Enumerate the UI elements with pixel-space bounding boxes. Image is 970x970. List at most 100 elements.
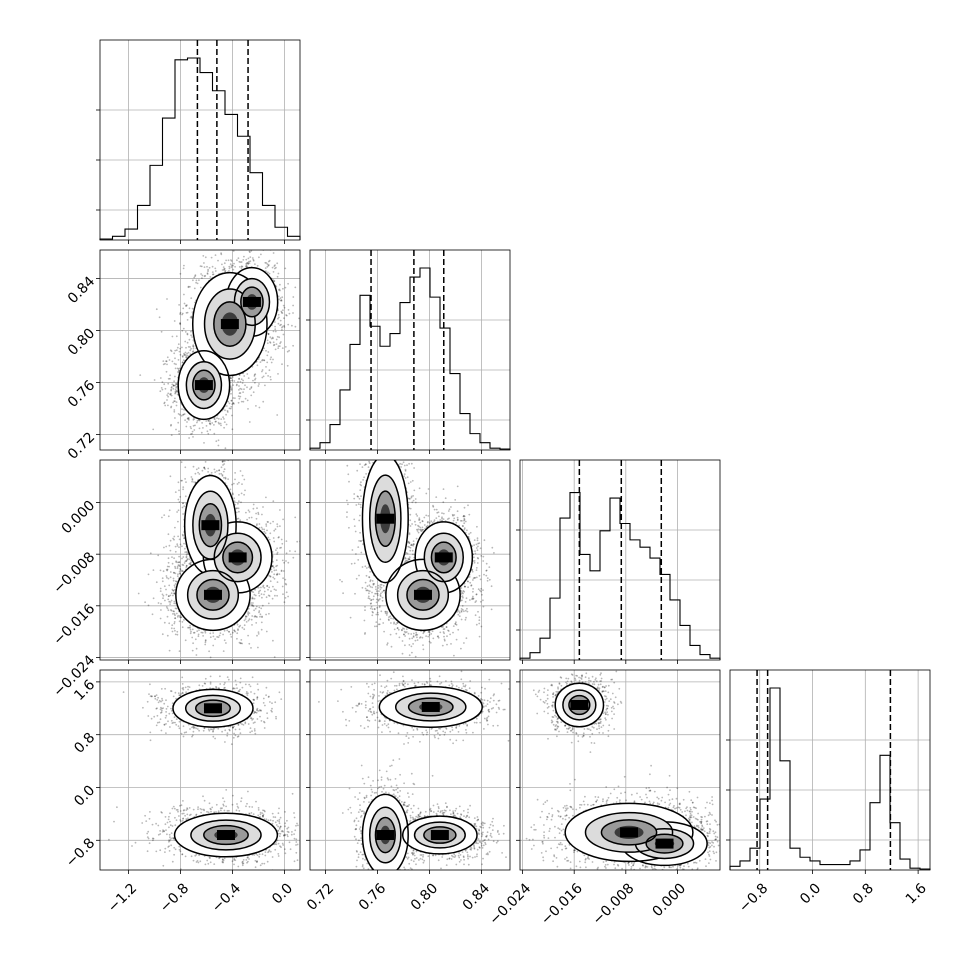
- sample-point: [174, 526, 176, 529]
- sample-point: [230, 392, 232, 395]
- sample-point: [284, 286, 287, 289]
- sample-point: [281, 312, 284, 314]
- sample-point: [204, 274, 207, 277]
- sample-point: [280, 310, 283, 313]
- sample-point: [215, 420, 217, 423]
- sample-point: [247, 260, 250, 263]
- sample-point: [243, 478, 246, 481]
- sample-point: [267, 375, 269, 377]
- sample-point: [267, 333, 270, 336]
- sample-point: [233, 403, 235, 405]
- sample-point: [198, 419, 201, 422]
- sample-point: [241, 474, 244, 477]
- sample-point: [166, 399, 168, 401]
- sample-point: [214, 418, 216, 420]
- sample-point: [222, 470, 225, 473]
- sample-point: [274, 264, 276, 266]
- sample-point: [161, 381, 164, 384]
- y-tick-label: 0.80: [65, 325, 98, 358]
- sample-point: [224, 409, 226, 412]
- sample-point: [164, 404, 167, 407]
- contour-line: [213, 301, 247, 347]
- sample-point: [273, 343, 276, 346]
- sample-point: [170, 406, 172, 409]
- sample-point: [174, 392, 177, 395]
- contour-line: [192, 369, 216, 401]
- sample-point: [234, 478, 236, 481]
- sample-point: [269, 342, 272, 344]
- sample-point: [179, 322, 182, 325]
- sample-point: [191, 478, 194, 480]
- sample-point: [286, 350, 289, 353]
- sample-point: [167, 382, 170, 385]
- histogram-panel: [96, 39, 301, 244]
- sample-point: [182, 502, 185, 504]
- sample-point: [277, 317, 279, 320]
- sample-point: [186, 304, 188, 306]
- sample-point: [221, 269, 224, 271]
- sample-point: [252, 259, 255, 262]
- sample-point: [192, 465, 195, 468]
- sample-point: [163, 514, 166, 516]
- sample-point: [274, 328, 277, 331]
- sample-point: [221, 460, 224, 463]
- sample-point: [268, 272, 271, 275]
- sample-point: [278, 336, 281, 339]
- sample-point: [178, 430, 180, 433]
- sample-point: [217, 439, 220, 442]
- sample-point: [279, 319, 282, 322]
- sample-point: [214, 267, 217, 270]
- sample-point: [166, 363, 168, 366]
- sample-point: [227, 259, 230, 262]
- sample-point: [214, 254, 217, 256]
- sample-point: [283, 306, 286, 309]
- sample-point: [217, 421, 220, 424]
- sample-point: [230, 399, 233, 402]
- sample-point: [234, 472, 237, 474]
- sample-point: [257, 513, 260, 516]
- sample-point: [172, 387, 175, 390]
- sample-point: [272, 271, 275, 273]
- sample-point: [186, 319, 189, 321]
- sample-point: [259, 361, 262, 363]
- sample-point: [152, 428, 155, 431]
- sample-point: [221, 460, 224, 463]
- sample-point: [239, 387, 242, 390]
- sample-point: [238, 377, 241, 380]
- sample-point: [228, 402, 231, 405]
- sample-point: [187, 417, 190, 419]
- sample-point: [223, 421, 226, 423]
- sample-point: [230, 264, 233, 267]
- sample-point: [246, 518, 249, 521]
- sample-point: [226, 410, 229, 412]
- sample-point: [181, 346, 183, 349]
- sample-point: [213, 417, 216, 420]
- sample-point: [253, 609, 256, 612]
- sample-point: [171, 386, 173, 388]
- sample-point: [187, 351, 190, 354]
- sample-point: [181, 506, 184, 509]
- sample-point: [225, 405, 228, 407]
- sample-point: [183, 537, 186, 540]
- sample-point: [209, 420, 211, 422]
- sample-point: [233, 242, 235, 244]
- sample-point: [265, 496, 267, 499]
- sample-point: [197, 471, 200, 474]
- sample-point: [195, 281, 198, 284]
- sample-point: [184, 419, 187, 422]
- sample-point: [281, 542, 284, 545]
- sample-point: [178, 561, 181, 564]
- sample-point: [259, 231, 261, 233]
- sample-point: [177, 343, 180, 346]
- sample-point: [167, 395, 170, 398]
- sample-point: [264, 261, 267, 264]
- sample-point: [279, 547, 281, 549]
- sample-point: [274, 330, 277, 333]
- sample-point: [221, 263, 223, 266]
- sample-point: [238, 481, 240, 484]
- sample-point: [294, 325, 297, 328]
- sample-point: [227, 400, 230, 403]
- sample-point: [198, 473, 201, 475]
- sample-point: [263, 359, 266, 362]
- sample-point: [256, 264, 259, 267]
